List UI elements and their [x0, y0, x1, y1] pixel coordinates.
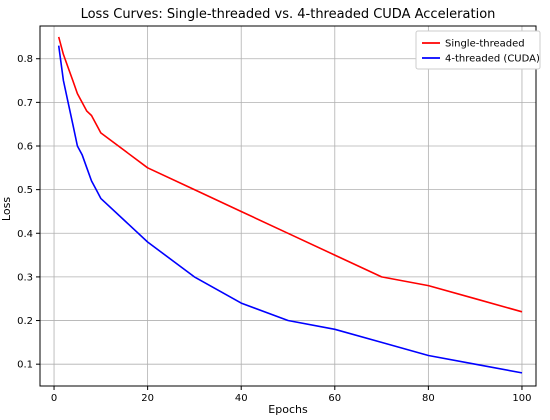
legend-label: 4-threaded (CUDA) — [445, 54, 540, 65]
y-tick-label: 0.5 — [17, 185, 33, 196]
x-tick-label: 80 — [422, 393, 435, 404]
legend-box — [415, 30, 541, 70]
legend-label: Single-threaded — [445, 39, 525, 50]
chart-title: Loss Curves: Single-threaded vs. 4-threa… — [81, 7, 496, 22]
y-axis-label: Loss — [0, 197, 13, 221]
grid — [40, 26, 536, 386]
y-tick-label: 0.7 — [17, 98, 33, 109]
y-tick-label: 0.4 — [17, 229, 33, 240]
plot-frame — [39, 25, 537, 387]
y-tick-label: 0.3 — [17, 272, 33, 283]
series-line-single-threaded — [57, 36, 523, 313]
x-tick-label: 0 — [51, 393, 57, 404]
y-tick-label: 0.1 — [17, 360, 33, 371]
x-tick-label: 60 — [328, 393, 341, 404]
y-tick-label: 0.8 — [17, 54, 33, 65]
x-tick-label: 100 — [512, 393, 531, 404]
y-tick-label: 0.2 — [17, 316, 33, 327]
x-tick-label: 20 — [141, 393, 154, 404]
series-layer — [57, 36, 523, 374]
x-tick-label: 40 — [235, 393, 248, 404]
y-axis: 0.1 0.2 0.3 0.4 0.5 0.6 0.7 0.8 — [17, 54, 40, 371]
x-axis-label: Epochs — [268, 403, 308, 416]
y-tick-label: 0.6 — [17, 142, 33, 153]
legend: Single-threaded 4-threaded (CUDA) — [415, 30, 541, 70]
series-line-cuda — [57, 45, 523, 374]
x-axis: 0 20 40 60 80 100 — [51, 386, 532, 404]
